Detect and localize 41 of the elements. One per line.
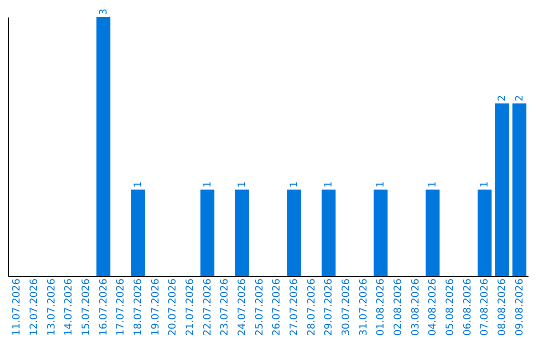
x-tick-label: 08.08.2026 — [497, 278, 508, 336]
x-tick-label: 21.07.2026 — [185, 278, 196, 336]
data-label: 1 — [202, 181, 214, 188]
x-tick-label: 30.07.2026 — [341, 278, 352, 336]
data-label: 1 — [480, 181, 491, 188]
x-tick-label: 17.07.2026 — [116, 278, 127, 336]
x-tick-label: 03.08.2026 — [410, 278, 422, 336]
data-label: 1 — [237, 181, 248, 188]
x-tick-label: 19.07.2026 — [150, 278, 162, 336]
data-label: 1 — [289, 181, 300, 188]
x-tick-label: 04.08.2026 — [428, 278, 439, 336]
x-tick-label: 09.08.2026 — [514, 278, 526, 336]
data-label: 2 — [497, 94, 508, 102]
x-tick-label: 01.08.2026 — [376, 278, 387, 336]
x-tick-label: 15.07.2026 — [81, 278, 92, 336]
x-tick-label: 13.07.2026 — [46, 278, 58, 336]
x-tick-label: 31.07.2026 — [358, 278, 370, 336]
x-tick-label: 12.07.2026 — [29, 278, 40, 336]
data-label: 1 — [428, 181, 439, 188]
x-tick-label: 11.07.2026 — [12, 278, 23, 336]
x-tick-label: 27.07.2026 — [289, 278, 300, 336]
x-tick-label: 05.08.2026 — [445, 278, 456, 336]
x-tick-label: 25.07.2026 — [254, 278, 266, 336]
data-label: 3 — [98, 8, 110, 15]
x-tick-label: 06.08.2026 — [462, 278, 474, 336]
x-tick-label: 07.08.2026 — [480, 278, 491, 336]
x-tick-label: 28.07.2026 — [306, 278, 318, 336]
x-tick-label: 23.07.2026 — [220, 278, 231, 336]
x-tick-label: 29.07.2026 — [324, 278, 335, 336]
x-tick-label: 18.07.2026 — [133, 278, 144, 336]
x-tick-label: 24.07.2026 — [237, 278, 248, 336]
data-label: 1 — [133, 181, 144, 188]
x-tick-label: 16.07.2026 — [98, 278, 110, 336]
x-tick-label: 20.07.2026 — [168, 278, 179, 336]
data-label: 2 — [514, 94, 526, 102]
x-tick-label: 14.07.2026 — [64, 278, 75, 336]
x-tick-label: 22.07.2026 — [202, 278, 214, 336]
x-tick-label: 02.08.2026 — [393, 278, 404, 336]
x-tick-label: 26.07.2026 — [272, 278, 283, 336]
data-label: 1 — [376, 181, 387, 188]
data-label: 1 — [324, 181, 335, 188]
